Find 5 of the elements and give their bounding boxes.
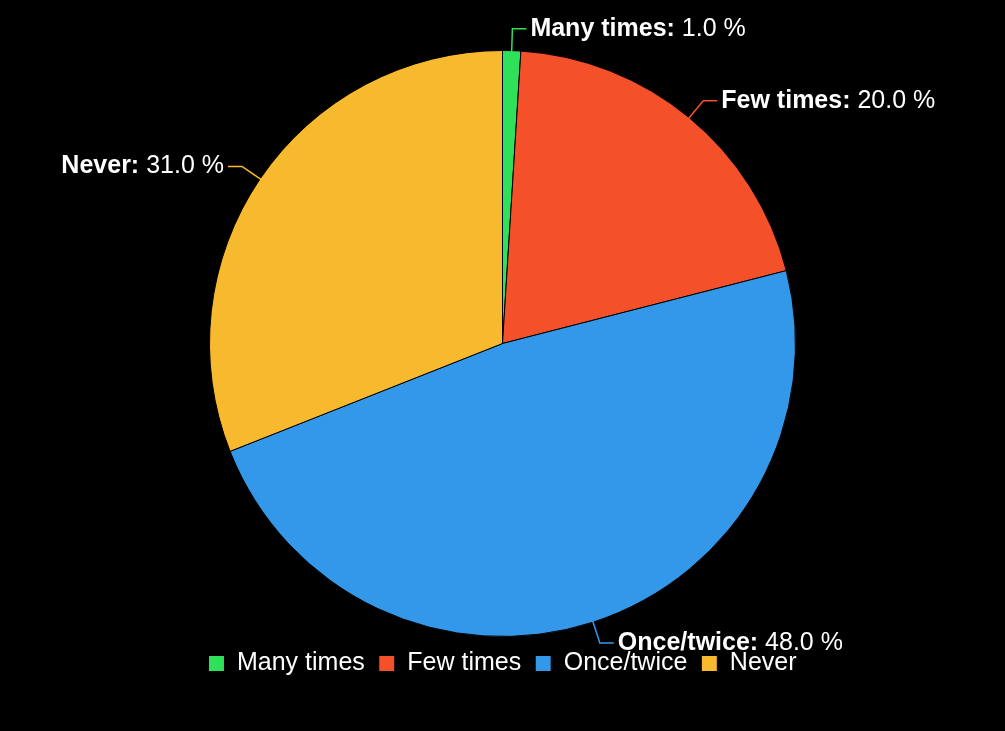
legend-label: Few times	[407, 647, 522, 676]
data-label: Never: 31.0 %	[61, 150, 224, 179]
data-label: Many times: 1.0 %	[530, 12, 746, 41]
legend-label: Many times	[236, 647, 365, 676]
data-label: Few times: 20.0 %	[721, 84, 936, 113]
